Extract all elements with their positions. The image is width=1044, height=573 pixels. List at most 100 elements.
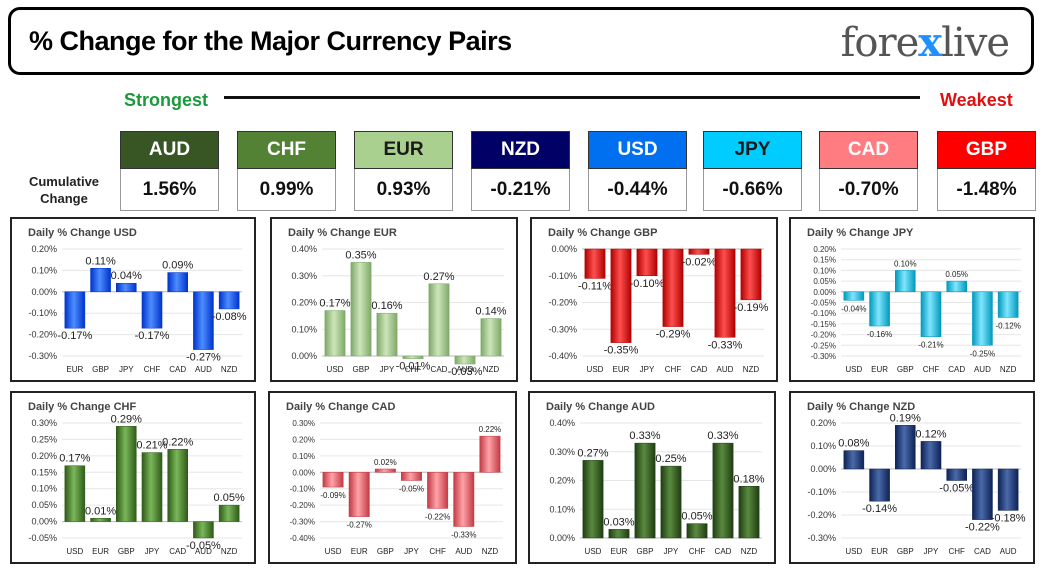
data-label: -0.33%: [708, 339, 743, 351]
y-tick-label: 0.00%: [810, 464, 836, 474]
bar-aud: [972, 291, 993, 346]
currency-cumulative-value: 0.99%: [237, 169, 336, 211]
data-label: 0.19%: [890, 412, 921, 424]
currency-box-chf: CHF 0.99%: [237, 131, 336, 211]
bar-nzd: [740, 248, 762, 301]
data-label: 0.09%: [162, 260, 193, 272]
bar-gbp: [895, 425, 916, 470]
chart-gbp: Daily % Change GBP 0.00% -0.10% -0.20% -0.30…: [548, 227, 769, 374]
y-tick-label: 0.10%: [292, 452, 315, 461]
x-category-label: USD: [585, 547, 602, 556]
bar-cad: [972, 468, 993, 520]
currency-cumulative-value: -0.44%: [588, 169, 687, 211]
x-category-label: NZD: [743, 365, 760, 374]
bar-gbp: [116, 426, 137, 522]
y-tick-label: -0.30%: [807, 533, 836, 543]
currency-box-cad: CAD -0.70%: [819, 131, 918, 211]
x-category-label: CHF: [923, 365, 940, 374]
y-tick-label: 0.15%: [813, 256, 836, 265]
data-label: 0.05%: [214, 492, 245, 504]
weakest-label: Weakest: [940, 90, 1013, 110]
x-category-label: USD: [327, 365, 344, 374]
y-tick-label: 0.00%: [31, 287, 57, 297]
bar-eur: [869, 468, 890, 502]
x-category-label: GBP: [897, 547, 914, 556]
bar-gbp: [895, 270, 916, 293]
data-label: -0.10%: [630, 278, 665, 290]
data-label: 0.10%: [894, 259, 917, 268]
bar-chf: [427, 472, 449, 509]
x-category-label: AUD: [1000, 547, 1017, 556]
chart-nzd: Daily % Change NZD 0.20% 0.10% 0.00% -0.10% -…: [807, 401, 1026, 556]
chart-panel-aud: Daily % Change AUD 0.40% 0.30% 0.20% 0.10% 0.…: [528, 391, 776, 564]
bar-usd: [324, 310, 346, 357]
data-label: -0.22%: [425, 512, 450, 521]
y-tick-label: 0.10%: [813, 266, 836, 275]
data-label: 0.33%: [707, 430, 738, 442]
chart-title: Daily % Change JPY: [807, 227, 914, 239]
x-category-label: CAD: [169, 547, 186, 556]
y-tick-label: 0.10%: [291, 324, 317, 334]
y-tick-label: 0.00%: [551, 244, 577, 254]
x-category-label: USD: [845, 547, 862, 556]
bar-chf: [141, 291, 163, 329]
chart-eur: Daily % Change EUR 0.40% 0.30% 0.20% 0.10% 0.…: [288, 227, 507, 378]
x-category-label: EUR: [92, 547, 109, 556]
x-category-label: USD: [325, 547, 342, 556]
data-label: 0.22%: [479, 425, 502, 434]
bar-eur: [608, 529, 630, 539]
cumulative-change-label: Cumulative Change: [20, 173, 108, 207]
x-category-label: NZD: [221, 365, 238, 374]
data-label: 0.05%: [681, 511, 712, 523]
chart-title: Daily % Change AUD: [546, 401, 655, 413]
bar-cad: [712, 442, 734, 539]
chart-title: Daily % Change EUR: [288, 227, 397, 239]
x-category-label: CAD: [691, 365, 708, 374]
chart-title: Daily % Change CHF: [28, 401, 136, 413]
x-category-label: AUD: [455, 547, 472, 556]
y-tick-label: -0.10%: [290, 485, 315, 494]
bar-aud: [193, 521, 214, 539]
x-category-label: EUR: [613, 365, 630, 374]
x-category-label: USD: [845, 365, 862, 374]
bar-usd: [322, 472, 344, 488]
currency-code: NZD: [471, 131, 570, 169]
bar-jpy: [116, 282, 137, 293]
bar-eur: [348, 472, 370, 517]
data-label: -0.01%: [396, 361, 431, 373]
data-label: 0.27%: [423, 271, 454, 283]
bar-nzd: [480, 318, 502, 357]
logo-text-left: fore: [840, 20, 920, 66]
data-label: 0.02%: [374, 458, 397, 467]
data-label: -0.17%: [57, 330, 92, 342]
page-title: % Change for the Major Currency Pairs: [29, 26, 512, 56]
data-label: -0.16%: [867, 330, 892, 339]
x-category-label: NZD: [1000, 365, 1017, 374]
y-tick-label: 0.30%: [31, 418, 57, 428]
data-label: -0.08%: [212, 311, 247, 323]
x-category-label: GBP: [118, 547, 135, 556]
y-tick-label: -0.10%: [811, 309, 836, 318]
chart-panel-usd: Daily % Change USD 0.20% 0.10% 0.00% -0.10% -…: [10, 217, 256, 382]
y-tick-label: -0.40%: [548, 351, 577, 361]
y-tick-label: 0.10%: [31, 484, 57, 494]
data-label: -0.19%: [734, 302, 769, 314]
bar-gbp: [634, 442, 656, 539]
y-tick-label: -0.20%: [28, 330, 57, 340]
chart-title: Daily % Change USD: [28, 227, 137, 239]
currency-code: USD: [588, 131, 687, 169]
bar-gbp: [350, 262, 372, 357]
bar-eur: [64, 291, 86, 329]
y-tick-label: -0.20%: [807, 510, 836, 520]
x-category-label: CHF: [144, 365, 161, 374]
data-label: 0.22%: [162, 436, 193, 448]
data-label: -0.09%: [320, 491, 345, 500]
data-label: -0.25%: [970, 349, 995, 358]
x-category-label: USD: [587, 365, 604, 374]
currency-cumulative-value: -0.21%: [471, 169, 570, 211]
x-category-label: JPY: [924, 547, 939, 556]
y-tick-label: 0.00%: [291, 351, 317, 361]
bar-jpy: [376, 312, 398, 357]
bar-usd: [584, 248, 606, 279]
x-category-label: EUR: [611, 547, 628, 556]
